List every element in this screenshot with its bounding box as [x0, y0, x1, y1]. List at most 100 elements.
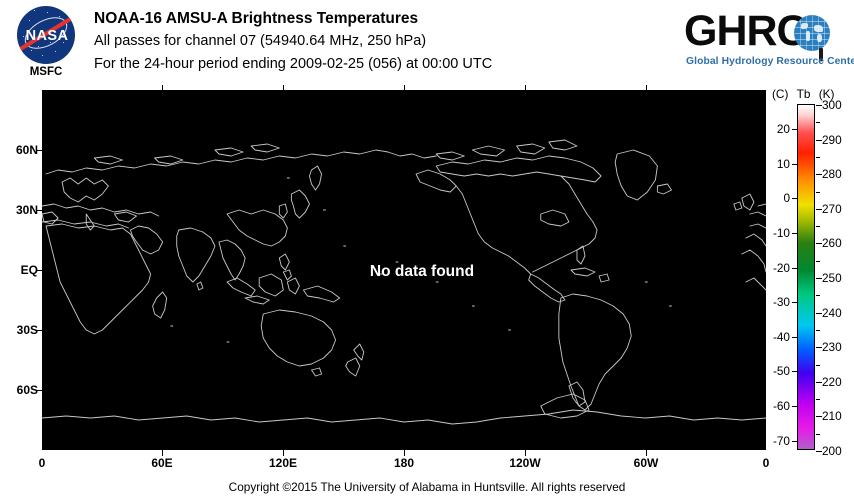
lon-label-180: 180 [393, 456, 415, 470]
cb-tick-k-220 [816, 381, 822, 383]
cb-tick-k-210 [816, 416, 822, 418]
cb-tick-k-250 [816, 278, 822, 279]
cb-label-c-20: 20 [776, 122, 790, 137]
lon-tick-180 [404, 450, 405, 456]
colorbar-unit-celsius: (C) [772, 87, 789, 101]
cb-label-c-m10: -10 [772, 226, 790, 240]
lon-tick-60e [162, 450, 163, 456]
colorbar-header: (C) Tb (K) [772, 87, 854, 101]
lat-label-eq: EQ [20, 263, 38, 277]
cb-label-c-10: 10 [776, 156, 790, 171]
lat-tick-30n [36, 210, 42, 211]
cb-label-k-260: 260 [822, 236, 842, 251]
lon-tick-120w [525, 450, 526, 456]
cb-label-k-230: 230 [822, 340, 842, 355]
cb-tick-k-200 [816, 451, 822, 452]
cb-label-k-270: 270 [822, 201, 842, 216]
cb-tick-c-m10 [792, 233, 798, 234]
page-subtitle-channel: All passes for channel 07 (54940.64 MHz,… [94, 33, 427, 49]
cb-tick-k-290 [816, 139, 822, 141]
cb-label-c-m50: -50 [772, 364, 790, 379]
lon-label-0-right: 0 [762, 456, 770, 470]
coastline-map [42, 139, 766, 425]
cb-label-k-290: 290 [822, 132, 842, 147]
globe-icon [794, 15, 830, 51]
colorbar-variable-label: Tb [796, 87, 811, 101]
cb-minor-tick [816, 226, 820, 228]
cb-tick-k-280 [816, 174, 822, 176]
cb-tick-c-m50 [792, 371, 798, 373]
cb-minor-tick [816, 364, 820, 366]
page-subtitle-period: For the 24-hour period ending 2009-02-25… [94, 56, 493, 72]
cb-minor-tick [816, 399, 820, 401]
lat-tick-60s [36, 390, 42, 391]
cb-label-k-240: 240 [822, 305, 842, 320]
title-block: NOAA-16 AMSU-A Brightness Temperatures A… [94, 8, 694, 76]
colorbar-unit-kelvin: (K) [818, 87, 835, 101]
lat-label-60n: 60N [15, 143, 38, 157]
cb-tick-c-m70 [792, 440, 798, 442]
nasa-meatball-icon: NASA [17, 6, 75, 64]
cb-tick-c-m40 [792, 336, 798, 338]
cb-tick-k-270 [816, 208, 822, 210]
lon-tick-top-60e [162, 85, 163, 90]
globe-stand [819, 48, 823, 61]
cb-label-c-m40: -40 [772, 329, 790, 344]
cb-tick-k-260 [816, 243, 822, 245]
cb-label-k-210: 210 [822, 409, 842, 424]
lon-label-60e: 60E [151, 456, 173, 470]
lon-tick-60w [646, 450, 647, 456]
lat-label-30n: 30N [15, 203, 38, 217]
cb-minor-tick [816, 433, 820, 435]
cb-minor-tick [816, 156, 820, 158]
copyright-notice: Copyright ©2015 The University of Alabam… [228, 480, 626, 494]
cb-minor-tick [816, 191, 820, 193]
cb-minor-tick [816, 329, 820, 331]
cb-minor-tick [816, 260, 820, 262]
lon-tick-120e [283, 450, 284, 456]
cb-minor-tick [816, 122, 820, 124]
cb-label-k-250: 250 [822, 271, 842, 285]
lat-tick-60n [36, 150, 42, 151]
lon-label-0-left: 0 [38, 456, 46, 470]
cb-tick-c-10 [792, 163, 798, 165]
lat-tick-30s [36, 330, 42, 331]
lon-label-120e: 120E [268, 456, 298, 470]
cb-label-c-m30: -30 [772, 295, 790, 310]
cb-label-c-m70: -70 [772, 433, 790, 448]
lon-tick-top-120e [283, 85, 284, 90]
cb-label-c-0: 0 [783, 191, 790, 206]
cb-tick-c-m60 [792, 406, 798, 407]
cb-tick-c-m20 [792, 267, 798, 269]
nasa-logo: NASA MSFC [8, 6, 84, 84]
ghrc-logo: GHRC Global Hydrology Resource Center [684, 7, 854, 74]
ghrc-tagline: Global Hydrology Resource Center [686, 56, 854, 67]
nasa-wordmark: NASA [25, 28, 69, 44]
cb-label-k-200: 200 [822, 444, 842, 458]
map-plot-area[interactable]: No data found [42, 90, 766, 450]
lon-tick-top-60w [646, 85, 647, 90]
cb-tick-k-300 [816, 105, 822, 106]
cb-label-c-m60: -60 [772, 399, 790, 413]
nasa-center-label: MSFC [29, 66, 63, 78]
cb-tick-c-0 [792, 198, 798, 200]
cb-tick-c-m30 [792, 302, 798, 304]
cb-tick-k-240 [816, 312, 822, 314]
colorbar[interactable]: 300 290 280 270 260 250 240 230 220 210 … [773, 98, 842, 458]
cb-tick-k-230 [816, 347, 822, 349]
cb-label-k-280: 280 [822, 167, 842, 182]
lon-tick-top-120w [525, 85, 526, 90]
lat-label-30s: 30S [16, 323, 38, 337]
lat-label-60s: 60S [16, 383, 38, 397]
lat-tick-eq [36, 270, 42, 271]
ghrc-wordmark: GHRC [684, 7, 808, 55]
cb-tick-c-20 [792, 129, 798, 131]
cb-label-c-m20: -20 [772, 260, 790, 275]
page-title: NOAA-16 AMSU-A Brightness Temperatures [94, 10, 419, 27]
cb-label-k-300: 300 [822, 98, 842, 112]
cb-label-k-220: 220 [822, 374, 842, 389]
lon-label-120w: 120W [509, 456, 541, 470]
lon-label-60w: 60W [633, 456, 659, 470]
cb-minor-tick [816, 295, 820, 297]
lon-tick-top-180 [404, 85, 405, 90]
